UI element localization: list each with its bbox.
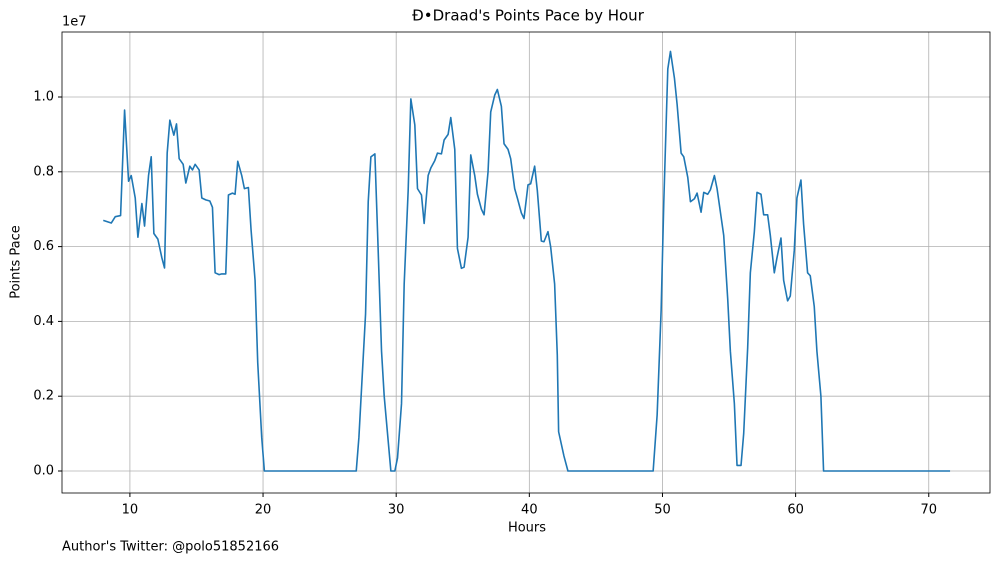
x-axis-label: Hours <box>508 521 546 536</box>
footnote: Author's Twitter: @polo51852166 <box>62 540 279 555</box>
chart-title: Đ•Draad's Points Pace by Hour <box>412 7 645 25</box>
y-tick-label: 0.6 <box>33 239 54 254</box>
x-tick-label: 20 <box>255 503 272 518</box>
y-tick-label: 0.2 <box>33 389 54 404</box>
axes-frame <box>61 31 991 494</box>
x-tick-label: 50 <box>654 503 671 518</box>
data-line <box>103 50 951 472</box>
x-tick-label: 70 <box>920 503 937 518</box>
x-tick-label: 40 <box>521 503 538 518</box>
y-tick-label: 0.8 <box>33 164 54 179</box>
y-axis-label: Points Pace <box>9 225 24 299</box>
x-tick-label: 30 <box>388 503 405 518</box>
x-tick-label: 60 <box>787 503 804 518</box>
x-tick-label: 10 <box>122 503 139 518</box>
y-tick-label: 0.4 <box>33 314 54 329</box>
y-offset-label: 1e7 <box>62 15 87 30</box>
y-tick-label: 0.0 <box>33 464 54 479</box>
y-tick-label: 1.0 <box>33 90 54 105</box>
